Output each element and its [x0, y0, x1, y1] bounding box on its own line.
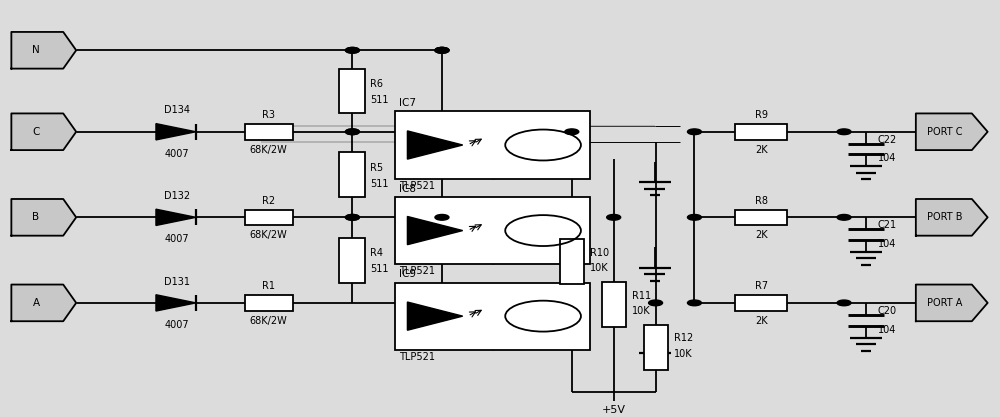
- Polygon shape: [156, 209, 196, 226]
- Circle shape: [435, 48, 449, 53]
- Bar: [395, 283, 590, 350]
- Text: R12: R12: [674, 333, 693, 343]
- Text: C: C: [32, 127, 40, 137]
- Text: IC9: IC9: [399, 269, 416, 279]
- Text: 104: 104: [878, 239, 896, 249]
- Circle shape: [687, 214, 701, 220]
- Text: C22: C22: [878, 135, 897, 145]
- Text: 4007: 4007: [165, 320, 189, 330]
- Circle shape: [687, 300, 701, 306]
- Text: R11: R11: [632, 291, 651, 301]
- Text: 511: 511: [370, 178, 389, 188]
- Text: IC8: IC8: [399, 184, 416, 194]
- Text: 104: 104: [878, 153, 896, 163]
- Text: R10: R10: [590, 248, 609, 258]
- Polygon shape: [407, 302, 463, 330]
- Circle shape: [345, 214, 359, 220]
- Text: 10K: 10K: [632, 306, 650, 316]
- Text: C21: C21: [878, 220, 897, 230]
- Circle shape: [345, 48, 359, 53]
- Text: D132: D132: [164, 191, 190, 201]
- Text: R8: R8: [755, 196, 768, 206]
- Circle shape: [837, 214, 851, 220]
- Text: 68K/2W: 68K/2W: [250, 316, 288, 326]
- Text: 10K: 10K: [674, 349, 692, 359]
- Polygon shape: [916, 199, 988, 236]
- Bar: [245, 124, 293, 140]
- Bar: [245, 295, 293, 311]
- Text: R9: R9: [755, 111, 768, 121]
- Bar: [602, 282, 626, 327]
- Text: 10K: 10K: [590, 264, 608, 274]
- Circle shape: [565, 129, 579, 135]
- Text: IC7: IC7: [399, 98, 416, 108]
- Text: 68K/2W: 68K/2W: [250, 145, 288, 155]
- Circle shape: [607, 214, 621, 220]
- Circle shape: [837, 300, 851, 306]
- Bar: [735, 295, 787, 311]
- Text: R5: R5: [370, 163, 383, 173]
- Polygon shape: [407, 216, 463, 245]
- Bar: [339, 238, 365, 283]
- Bar: [245, 210, 293, 225]
- Text: R2: R2: [262, 196, 275, 206]
- Text: TLP521: TLP521: [399, 352, 435, 362]
- Text: PORT B: PORT B: [927, 212, 962, 222]
- Bar: [339, 152, 365, 197]
- Bar: [735, 124, 787, 140]
- Text: 2K: 2K: [755, 145, 768, 155]
- Bar: [735, 210, 787, 225]
- Text: R4: R4: [370, 249, 383, 259]
- Text: TLP521: TLP521: [399, 181, 435, 191]
- Text: D134: D134: [164, 106, 190, 116]
- Text: R7: R7: [755, 281, 768, 291]
- Polygon shape: [156, 123, 196, 140]
- Text: 68K/2W: 68K/2W: [250, 230, 288, 240]
- Polygon shape: [11, 32, 76, 69]
- Text: PORT C: PORT C: [927, 127, 962, 137]
- Text: 4007: 4007: [165, 149, 189, 159]
- Bar: [395, 111, 590, 178]
- Polygon shape: [916, 113, 988, 150]
- Text: 511: 511: [370, 95, 389, 105]
- Text: 2K: 2K: [755, 316, 768, 326]
- Text: PORT A: PORT A: [927, 298, 962, 308]
- Circle shape: [649, 300, 663, 306]
- Text: 2K: 2K: [755, 230, 768, 240]
- Text: +5V: +5V: [602, 405, 626, 415]
- Polygon shape: [11, 284, 76, 321]
- Circle shape: [687, 129, 701, 135]
- Circle shape: [435, 48, 449, 53]
- Circle shape: [435, 214, 449, 220]
- Bar: [560, 239, 584, 284]
- Circle shape: [345, 129, 359, 135]
- Circle shape: [435, 48, 449, 53]
- Text: 4007: 4007: [165, 234, 189, 244]
- Polygon shape: [407, 131, 463, 159]
- Text: N: N: [32, 45, 40, 55]
- Circle shape: [837, 129, 851, 135]
- Text: R3: R3: [262, 111, 275, 121]
- Text: 511: 511: [370, 264, 389, 274]
- Polygon shape: [916, 284, 988, 321]
- Text: R1: R1: [262, 281, 275, 291]
- Text: R6: R6: [370, 79, 383, 89]
- Bar: [395, 197, 590, 264]
- Text: C20: C20: [878, 306, 897, 316]
- Polygon shape: [156, 295, 196, 311]
- Circle shape: [345, 129, 359, 135]
- Text: 104: 104: [878, 324, 896, 334]
- Text: TLP521: TLP521: [399, 266, 435, 276]
- Text: A: A: [32, 298, 40, 308]
- Polygon shape: [11, 199, 76, 236]
- Circle shape: [345, 48, 359, 53]
- Polygon shape: [11, 113, 76, 150]
- Bar: [339, 69, 365, 113]
- Circle shape: [345, 214, 359, 220]
- Text: B: B: [32, 212, 40, 222]
- Text: D131: D131: [164, 276, 190, 286]
- Bar: [644, 325, 668, 370]
